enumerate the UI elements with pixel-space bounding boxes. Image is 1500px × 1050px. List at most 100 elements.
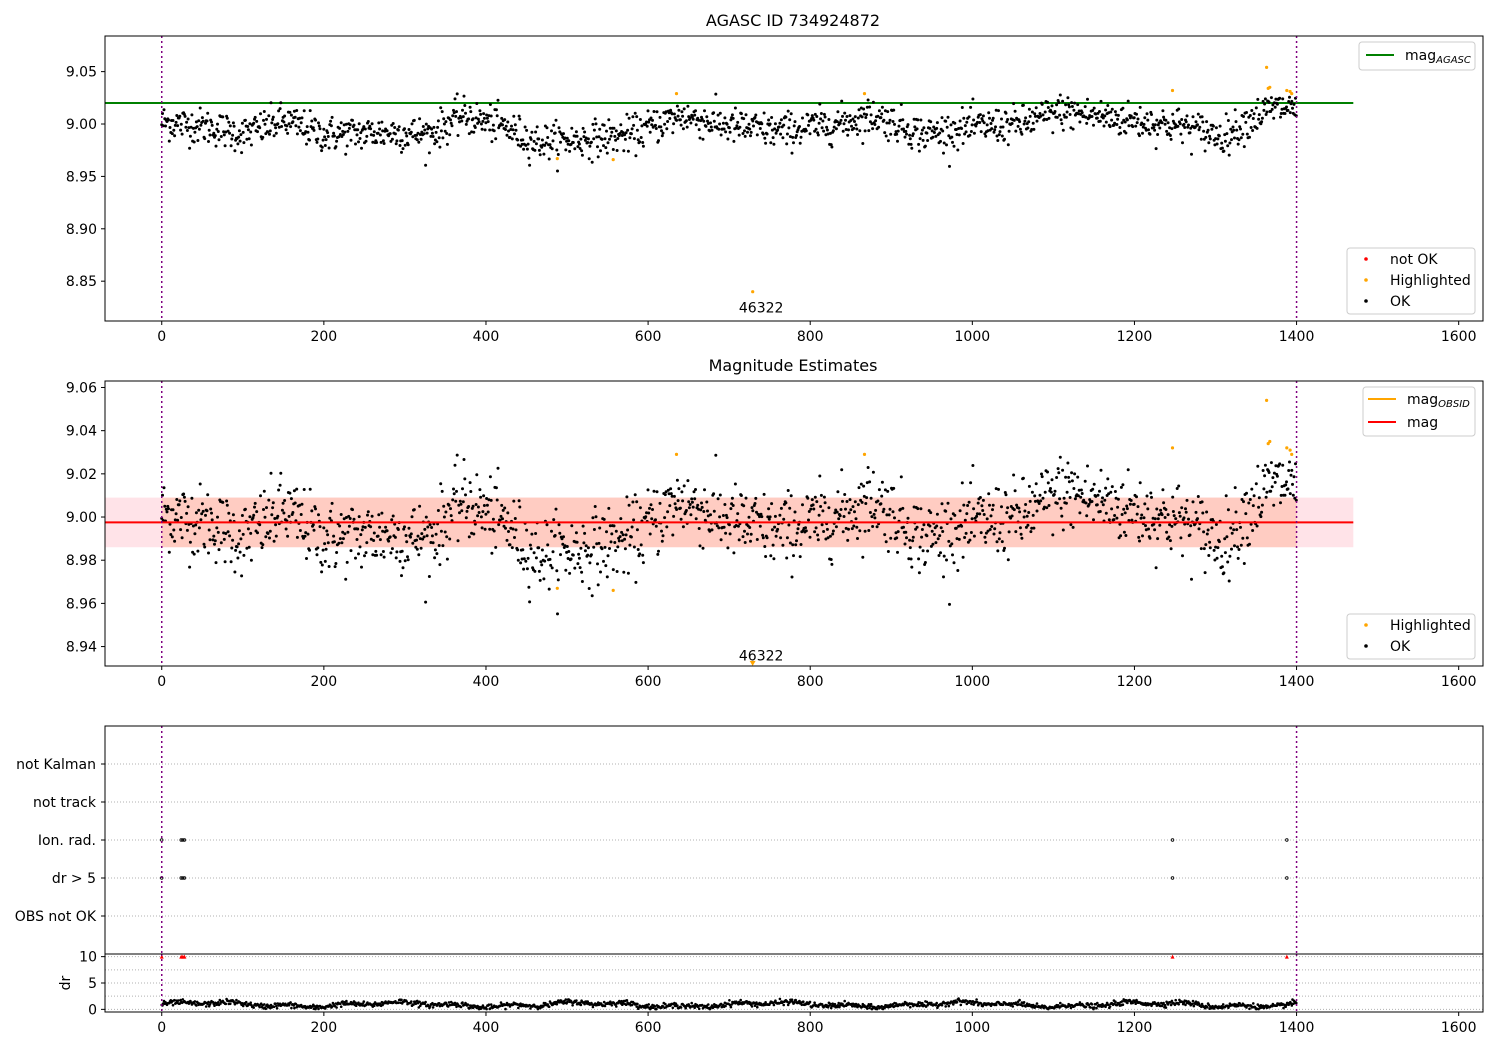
ok-point bbox=[347, 524, 351, 528]
ok-point bbox=[1176, 124, 1180, 128]
ok-point bbox=[1012, 473, 1016, 477]
ok-point bbox=[1183, 126, 1187, 129]
ok-point bbox=[1110, 118, 1114, 122]
dr-point bbox=[1035, 1002, 1039, 1005]
ok-point bbox=[730, 496, 734, 500]
ok-point bbox=[1251, 117, 1255, 120]
ok-point bbox=[700, 505, 704, 509]
ok-point bbox=[792, 124, 796, 128]
panel-magnitude-plot-area: 46322 bbox=[105, 398, 1354, 666]
p2-xtick-label: 800 bbox=[797, 674, 824, 690]
ok-point bbox=[649, 116, 653, 120]
ok-point bbox=[504, 526, 507, 530]
ok-point bbox=[1285, 105, 1288, 109]
ok-point bbox=[210, 511, 213, 515]
ok-point bbox=[816, 131, 820, 135]
ok-point bbox=[393, 535, 397, 539]
dr-point bbox=[750, 1005, 754, 1008]
ok-point bbox=[853, 120, 856, 123]
ok-point bbox=[1171, 112, 1175, 116]
ok-point bbox=[395, 550, 399, 554]
ok-point bbox=[489, 498, 493, 502]
ok-point bbox=[679, 123, 683, 127]
ok-point bbox=[929, 544, 933, 548]
dr-capped-marker bbox=[1170, 954, 1175, 959]
ok-point bbox=[1264, 495, 1268, 499]
ok-point bbox=[853, 500, 857, 504]
ok-point bbox=[1241, 132, 1245, 136]
ok-point bbox=[935, 524, 939, 528]
ok-point bbox=[1245, 132, 1249, 136]
ok-point bbox=[179, 128, 183, 132]
ok-point bbox=[1027, 120, 1031, 124]
ok-point bbox=[788, 506, 792, 510]
ok-point bbox=[795, 539, 798, 543]
ok-point bbox=[516, 143, 520, 147]
ok-point bbox=[474, 503, 478, 506]
ok-point bbox=[698, 136, 702, 140]
dr-point bbox=[489, 1007, 492, 1010]
ok-point bbox=[850, 124, 853, 128]
ok-point bbox=[1141, 131, 1144, 135]
ok-point bbox=[406, 143, 410, 147]
legend-highlighted-swatch bbox=[1364, 623, 1368, 627]
ok-point bbox=[1179, 536, 1183, 540]
dr-point bbox=[303, 1004, 307, 1008]
ok-point bbox=[398, 144, 402, 147]
ok-point bbox=[712, 119, 716, 123]
ok-point bbox=[372, 133, 376, 137]
ok-point bbox=[1249, 522, 1253, 526]
ok-point bbox=[1092, 106, 1096, 110]
ok-point bbox=[337, 135, 341, 139]
ok-point bbox=[906, 123, 910, 127]
ok-point bbox=[817, 513, 821, 517]
dr-point bbox=[610, 1004, 614, 1007]
ok-point bbox=[230, 546, 234, 550]
ok-point bbox=[822, 112, 826, 116]
capped-triangle-marker bbox=[749, 660, 756, 666]
dr-point bbox=[498, 1004, 502, 1008]
ok-point bbox=[1205, 120, 1209, 124]
ok-point bbox=[540, 145, 544, 149]
ok-point bbox=[469, 490, 473, 493]
dr-point bbox=[836, 1004, 840, 1007]
ok-point bbox=[271, 115, 275, 119]
p1-ytick-label: 8.85 bbox=[66, 274, 97, 290]
ok-point bbox=[1092, 518, 1095, 522]
ok-point bbox=[1206, 128, 1210, 132]
ok-point bbox=[1120, 121, 1124, 125]
ok-point bbox=[712, 492, 716, 496]
ok-point bbox=[764, 141, 768, 145]
ok-point bbox=[669, 487, 673, 491]
ok-point bbox=[785, 142, 789, 146]
ok-point bbox=[897, 124, 901, 128]
dr-point bbox=[952, 1003, 955, 1006]
ok-point bbox=[932, 131, 936, 134]
ok-point bbox=[1158, 523, 1162, 527]
ok-point bbox=[926, 549, 930, 553]
ok-point bbox=[620, 134, 624, 137]
dr-point bbox=[653, 1005, 657, 1008]
ok-point bbox=[1148, 536, 1152, 540]
ok-point bbox=[902, 525, 905, 529]
ok-point bbox=[779, 118, 783, 122]
ok-point bbox=[964, 130, 968, 134]
ok-point bbox=[785, 536, 789, 540]
ok-point bbox=[608, 547, 611, 550]
ok-point bbox=[1014, 129, 1018, 133]
panel-agasc: AGASC ID 734924872 46322 0 200 400 600 800 10… bbox=[66, 11, 1484, 345]
ok-point bbox=[976, 501, 980, 505]
ok-point bbox=[1080, 111, 1084, 115]
ok-point bbox=[1013, 109, 1017, 113]
ok-point bbox=[737, 133, 741, 137]
ok-point bbox=[311, 126, 315, 130]
ok-point bbox=[288, 491, 292, 495]
ok-point bbox=[735, 519, 739, 523]
ok-point bbox=[1128, 502, 1132, 506]
ok-point bbox=[287, 122, 291, 126]
ok-point bbox=[443, 129, 447, 133]
ok-point bbox=[1164, 508, 1168, 511]
ok-point bbox=[819, 505, 823, 508]
ok-point bbox=[831, 129, 835, 133]
ok-point bbox=[240, 121, 244, 125]
